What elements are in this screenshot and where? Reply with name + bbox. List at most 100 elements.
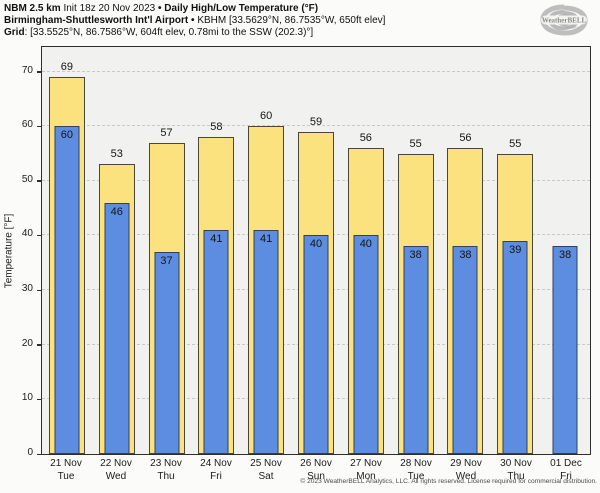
bar-group: 53 46 (92, 47, 142, 454)
bar-group: 59 40 (291, 47, 341, 454)
high-value-label: 57 (160, 126, 173, 139)
x-tick-label: 27 Nov Mon (341, 458, 391, 483)
high-value-label: 55 (409, 137, 422, 150)
x-tick-label: 29 Nov Wed (441, 458, 491, 483)
x-tick-date: 27 Nov (350, 458, 382, 469)
low-bar (403, 246, 429, 454)
x-tick-label: 24 Nov Fri (191, 458, 241, 483)
low-bar (353, 235, 379, 454)
y-tick-mark (37, 180, 42, 182)
bar-group: 58 41 (191, 47, 241, 454)
x-tick-day: Tue (407, 470, 425, 482)
bar-group: 60 41 (241, 47, 291, 454)
y-tick-label: 50 (21, 173, 33, 185)
low-bar (104, 202, 130, 454)
low-value-label: 38 (558, 249, 572, 262)
y-tick-label: 30 (21, 283, 33, 295)
station-details: KBHM [33.5629°N, 86.7535°W, 650ft elev] (197, 15, 386, 26)
x-tick-label: 30 Nov Thu (491, 458, 541, 483)
x-tick-day: Wed (105, 470, 127, 482)
y-tick-label: 10 (21, 392, 33, 404)
bar-group: 56 38 (441, 47, 491, 454)
logo-subtext: analytics (566, 26, 579, 30)
x-tick-date: 26 Nov (300, 458, 332, 469)
model-name: NBM 2.5 km (4, 3, 61, 14)
y-tick-label: 40 (21, 228, 33, 240)
x-tick-label: 23 Nov Thu (141, 458, 191, 483)
x-axis-labels: 21 Nov Tue 22 Nov Wed 23 Nov Thu 24 Nov Fri 25 N… (41, 458, 591, 483)
grid-label: Grid (4, 27, 25, 38)
bar-group: 38 (540, 47, 590, 454)
weatherbell-logo-icon: WeatherBELL analytics (540, 4, 588, 36)
x-tick-date: 22 Nov (100, 458, 132, 469)
high-value-label: 53 (110, 148, 123, 161)
bar-group: 55 39 (490, 47, 540, 454)
x-tick-label: 22 Nov Wed (91, 458, 141, 483)
product-title: Daily High/Low Temperature (°F) (164, 3, 319, 14)
separator-dot: • (191, 15, 195, 26)
low-value-label: 38 (409, 249, 422, 262)
x-tick-day: Tue (57, 470, 75, 482)
low-value-label: 60 (60, 129, 74, 142)
x-tick-label: 26 Nov Sun (291, 458, 341, 483)
low-bar (303, 235, 329, 454)
bar-group: 69 60 (42, 47, 92, 454)
plot-area: Temperature [°F] 0 10 20 30 40 50 60 70 69 60 53 46… (4, 46, 591, 458)
x-tick-day: Mon (356, 470, 376, 482)
init-time: Init 18z 20 Nov 2023 (63, 3, 156, 14)
high-value-label: 59 (309, 115, 323, 128)
x-tick-day: Fri (560, 470, 572, 482)
low-bar (253, 230, 279, 454)
gridline (42, 70, 590, 72)
x-tick-label: 28 Nov Tue (391, 458, 441, 483)
x-tick-date: 21 Nov (50, 458, 82, 469)
y-tick-mark (37, 453, 42, 455)
grid-details: : [33.5525°N, 86.7586°W, 604ft elev, 0.7… (24, 27, 314, 38)
low-bar (203, 230, 229, 454)
y-tick-label: 60 (21, 119, 33, 131)
high-value-label: 58 (210, 121, 223, 134)
low-bar (552, 246, 578, 454)
header-line-3: Grid: [33.5525°N, 86.7586°W, 604ft elev,… (4, 27, 385, 39)
header-line-1: NBM 2.5 km Init 18z 20 Nov 2023 • Daily … (4, 3, 385, 15)
y-tick-mark (37, 398, 42, 401)
low-bar (54, 126, 80, 454)
separator-dot: • (157, 3, 162, 14)
x-tick-day: Thu (157, 470, 175, 482)
low-value-label: 40 (359, 238, 372, 251)
logo-wordmark: WeatherBELL (542, 17, 587, 25)
x-tick-date: 23 Nov (150, 458, 182, 469)
high-value-label: 69 (60, 61, 74, 74)
x-tick-date: 24 Nov (200, 458, 232, 469)
high-value-label: 56 (359, 132, 372, 145)
x-tick-label: 21 Nov Tue (41, 458, 91, 483)
x-tick-date: 28 Nov (400, 458, 432, 469)
low-value-label: 40 (309, 238, 323, 251)
x-tick-day: Fri (210, 470, 222, 482)
y-tick-mark (37, 71, 42, 73)
y-axis-title: Temperature [°F] (3, 213, 15, 288)
x-tick-date: 30 Nov (500, 458, 532, 469)
y-tick-label: 20 (21, 337, 33, 349)
y-tick-mark (37, 125, 42, 128)
low-value-label: 37 (160, 254, 173, 267)
x-tick-day: Sun (307, 470, 325, 482)
low-value-label: 41 (260, 233, 273, 245)
bar-group: 57 37 (142, 47, 192, 454)
x-tick-day: Thu (507, 470, 525, 482)
low-value-label: 39 (509, 243, 522, 256)
low-bar (452, 246, 478, 454)
high-value-label: 56 (459, 132, 472, 145)
x-tick-label: 25 Nov Sat (241, 458, 291, 483)
low-bar (502, 240, 528, 454)
x-tick-label: 01 Dec Fri (541, 458, 591, 483)
low-value-label: 46 (110, 205, 123, 218)
high-value-label: 55 (509, 137, 522, 150)
bar-group: 55 38 (391, 47, 441, 454)
chart-header: NBM 2.5 km Init 18z 20 Nov 2023 • Daily … (4, 3, 385, 39)
x-tick-date: 25 Nov (250, 458, 282, 469)
station-name: Birmingham-Shuttlesworth Int'l Airport (4, 15, 189, 26)
gridline (42, 125, 590, 127)
high-value-label: 60 (260, 110, 273, 123)
